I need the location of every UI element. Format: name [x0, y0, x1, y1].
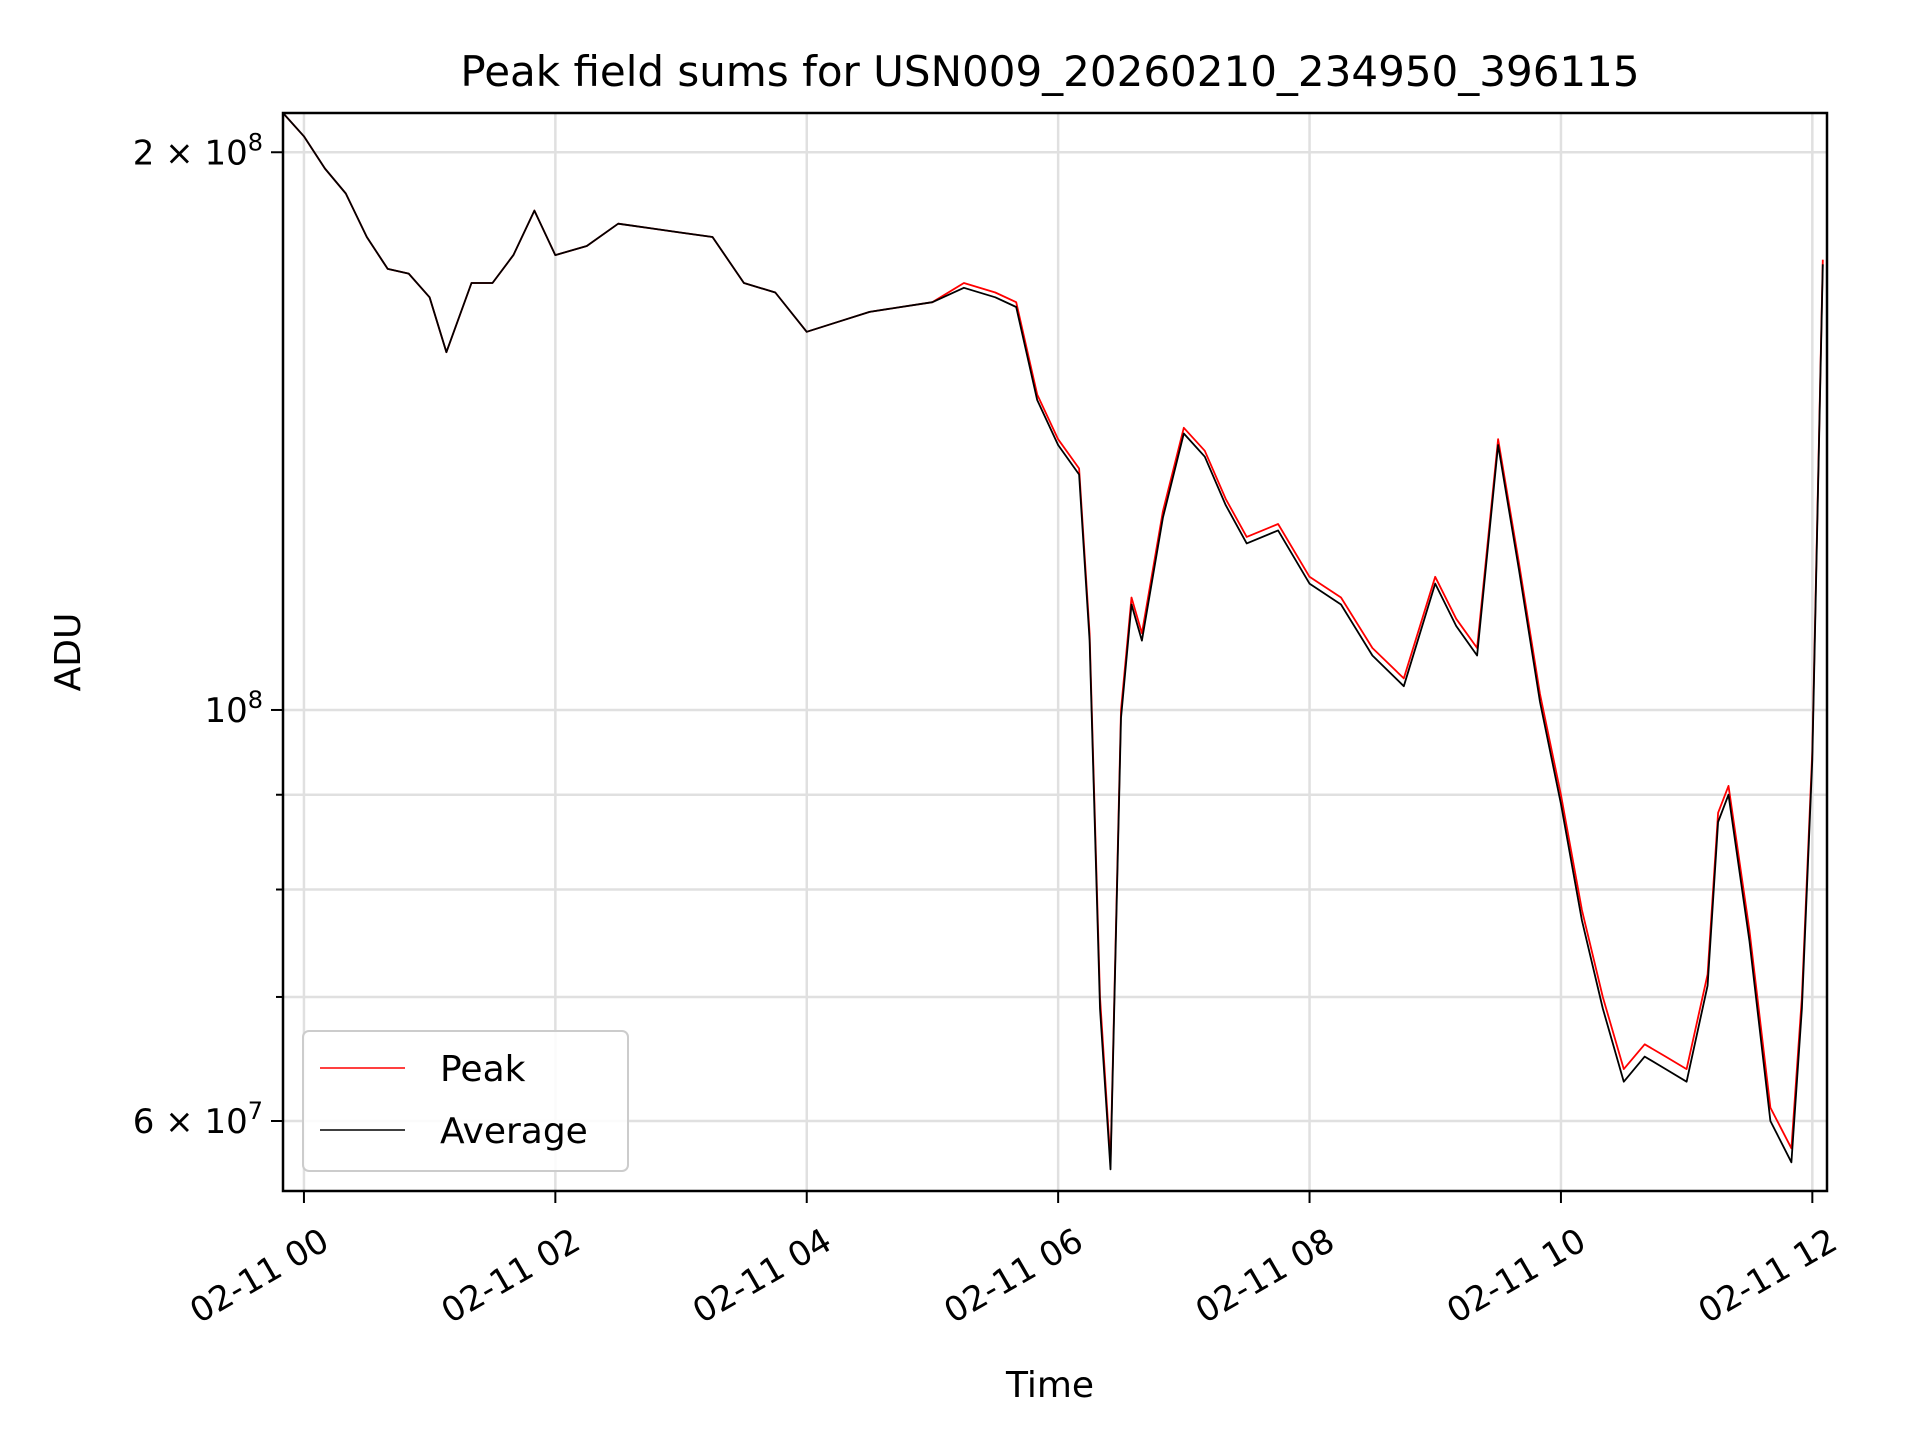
y-tick-label: 2 × 108: [133, 128, 263, 173]
x-tick-label: 02-11 00: [183, 1221, 335, 1332]
chart-title: Peak field sums for USN009_20260210_2349…: [460, 47, 1639, 96]
x-tick-label: 02-11 08: [1189, 1221, 1341, 1332]
x-tick-label: 02-11 06: [938, 1221, 1090, 1332]
x-tick-label: 02-11 12: [1692, 1221, 1844, 1332]
legend-label-peak: Peak: [440, 1049, 526, 1090]
legend: Peak Average: [302, 1030, 629, 1172]
x-tick-label: 02-11 02: [435, 1221, 587, 1332]
x-tick-label: 02-11 10: [1440, 1221, 1592, 1332]
series-lines: [282, 112, 1824, 1171]
grid-lines: [283, 113, 1827, 1191]
y-axis-label: ADU: [48, 613, 89, 692]
series-line-peak: [282, 112, 1824, 1164]
y-tick-label: 6 × 107: [133, 1097, 263, 1142]
series-line-average: [282, 112, 1824, 1171]
x-tick-label: 02-11 04: [686, 1221, 838, 1332]
y-tick-label: 108: [204, 686, 263, 731]
legend-box: [302, 1030, 629, 1172]
x-axis-label: Time: [1005, 1365, 1094, 1406]
legend-label-average: Average: [440, 1111, 588, 1152]
plot-frame: [281, 111, 1829, 1193]
